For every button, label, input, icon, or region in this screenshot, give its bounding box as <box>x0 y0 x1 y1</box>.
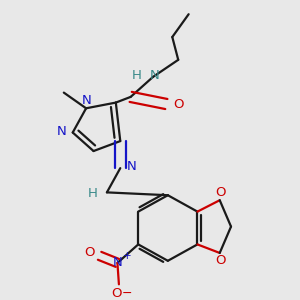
Text: O: O <box>84 247 94 260</box>
Text: O: O <box>215 186 226 199</box>
Text: N: N <box>127 160 136 173</box>
Text: O: O <box>111 287 122 300</box>
Text: O: O <box>174 98 184 110</box>
Text: N: N <box>112 256 122 269</box>
Text: H: H <box>88 187 98 200</box>
Text: N: N <box>57 124 66 138</box>
Text: −: − <box>122 287 133 300</box>
Text: O: O <box>215 254 226 267</box>
Text: +: + <box>123 251 131 261</box>
Text: N: N <box>150 69 159 82</box>
Text: H: H <box>132 69 142 82</box>
Text: N: N <box>82 94 92 107</box>
